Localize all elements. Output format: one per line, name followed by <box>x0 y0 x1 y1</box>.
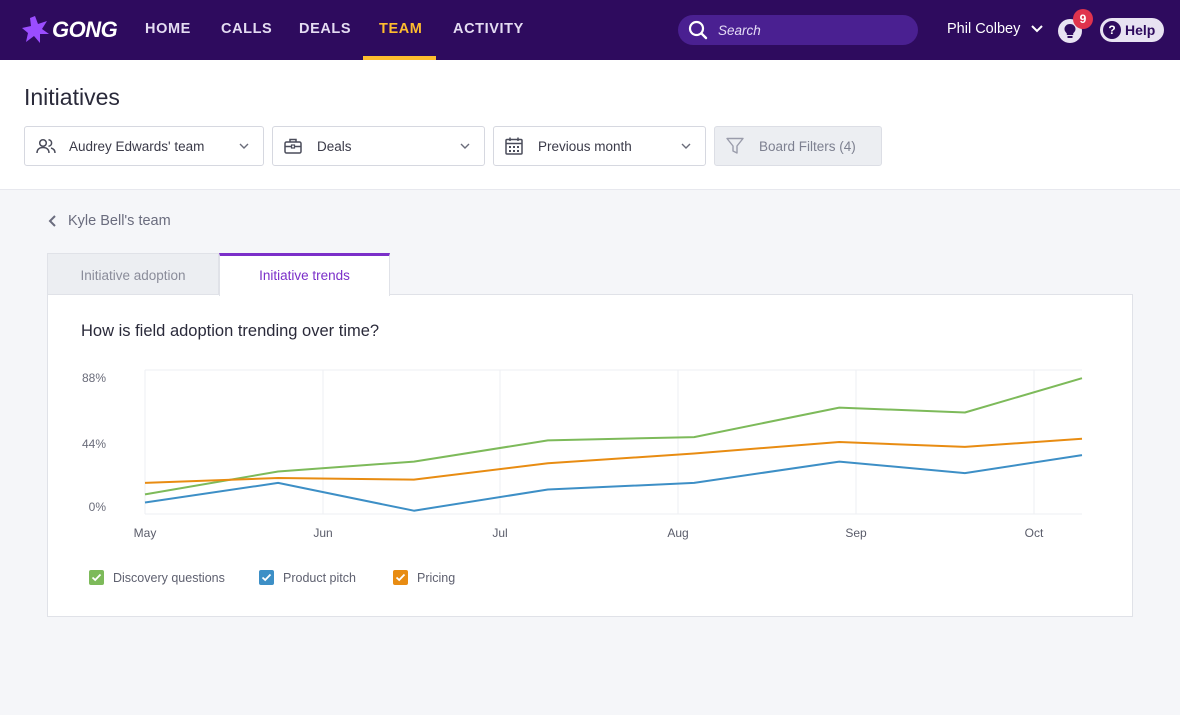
back-link-label: Kyle Bell's team <box>68 213 171 229</box>
chevron-down-icon <box>681 143 691 149</box>
search-box[interactable] <box>678 15 918 45</box>
gong-star-icon <box>22 16 49 43</box>
x-tick-label: May <box>134 526 157 540</box>
back-link[interactable]: Kyle Bell's team <box>48 213 171 229</box>
logo-text: GONG <box>52 17 118 42</box>
user-name: Phil Colbey <box>947 21 1021 37</box>
tab-initiative-trends[interactable]: Initiative trends <box>219 253 390 296</box>
help-label: Help <box>1125 22 1156 38</box>
nav-home[interactable]: HOME <box>145 21 191 37</box>
legend-label: Discovery questions <box>113 570 225 585</box>
help-icon: ? <box>1103 21 1121 39</box>
series-line-pricing <box>144 437 1083 484</box>
legend-item-discovery[interactable]: Discovery questions <box>89 570 225 585</box>
checkbox-checked-icon[interactable] <box>89 570 104 585</box>
x-tick-label: Jul <box>492 526 507 540</box>
notification-badge: 9 <box>1073 9 1093 29</box>
chevron-down-icon <box>460 143 470 149</box>
lightbulb-icon <box>1064 24 1076 38</box>
series-line-product-pitch <box>144 454 1083 512</box>
y-tick-label: 44% <box>82 437 106 451</box>
nav-deals[interactable]: DEALS <box>299 21 352 37</box>
board-filters-label: Board Filters (4) <box>759 138 856 154</box>
people-icon <box>36 138 58 154</box>
funnel-icon <box>726 137 748 155</box>
scope-filter-value: Deals <box>317 138 352 154</box>
series-line-discovery-questions <box>144 377 1083 496</box>
nav-activity[interactable]: ACTIVITY <box>453 21 524 37</box>
page-title: Initiatives <box>24 84 120 110</box>
x-tick-label: Aug <box>667 526 688 540</box>
calendar-icon <box>505 137 527 155</box>
chart-panel <box>47 294 1133 617</box>
top-navigation-bar: GONG HOME CALLS DEALS TEAM ACTIVITY Phil… <box>0 0 1180 60</box>
tab-initiative-adoption[interactable]: Initiative adoption <box>47 253 219 295</box>
x-tick-label: Jun <box>313 526 332 540</box>
checkbox-checked-icon[interactable] <box>393 570 408 585</box>
user-menu[interactable]: Phil Colbey <box>947 21 1044 37</box>
briefcase-icon <box>284 138 306 154</box>
legend-item-product-pitch[interactable]: Product pitch <box>259 570 356 585</box>
legend-item-pricing[interactable]: Pricing <box>393 570 455 585</box>
nav-calls[interactable]: CALLS <box>221 21 273 37</box>
x-tick-label: Oct <box>1025 526 1044 540</box>
team-filter-value: Audrey Edwards' team <box>69 138 205 154</box>
checkbox-checked-icon[interactable] <box>259 570 274 585</box>
nav-team[interactable]: TEAM <box>363 0 436 60</box>
period-filter-dropdown[interactable]: Previous month <box>493 126 706 166</box>
legend-label: Product pitch <box>283 570 356 585</box>
page-header: Initiatives Audrey Edwards' team Deals <box>0 60 1180 190</box>
x-tick-label: Sep <box>845 526 867 540</box>
search-input[interactable] <box>718 22 908 38</box>
gong-logo[interactable]: GONG <box>22 14 118 46</box>
legend-label: Pricing <box>417 570 456 585</box>
help-button[interactable]: ? Help <box>1100 18 1164 42</box>
team-filter-dropdown[interactable]: Audrey Edwards' team <box>24 126 264 166</box>
chart-question: How is field adoption trending over time… <box>81 322 380 340</box>
trend-chart: 88% 44% 0% May Jun Jul Aug Sep Oct <box>82 369 1083 540</box>
notifications-button[interactable] <box>1058 19 1082 43</box>
period-filter-value: Previous month <box>538 138 632 154</box>
y-tick-label: 88% <box>82 371 106 385</box>
chevron-down-icon <box>1031 25 1044 33</box>
board-filters-button[interactable]: Board Filters (4) <box>714 126 882 166</box>
scope-filter-dropdown[interactable]: Deals <box>272 126 485 166</box>
y-tick-label: 0% <box>89 500 107 514</box>
search-icon <box>688 20 708 40</box>
chevron-left-icon <box>48 215 56 227</box>
chevron-down-icon <box>239 143 249 149</box>
